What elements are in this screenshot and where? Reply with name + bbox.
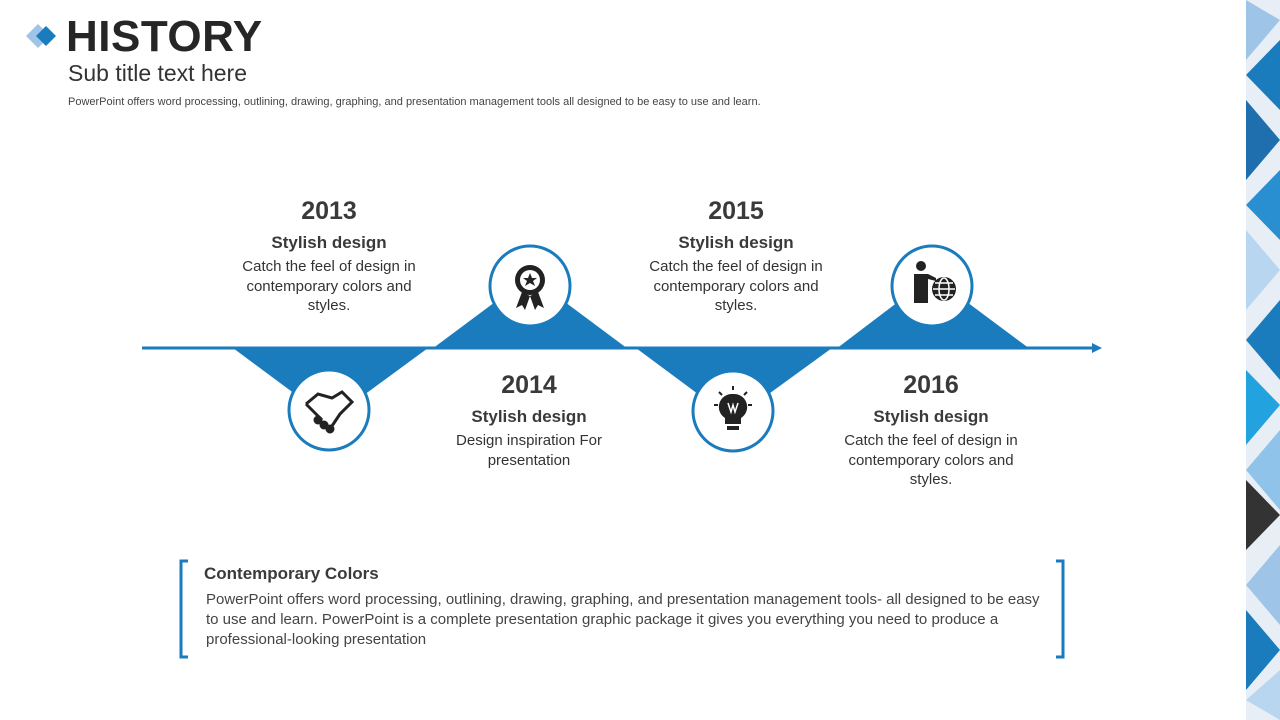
handshake-icon	[304, 390, 355, 434]
timeline-item: 2014 Stylish design Design inspiration F…	[424, 371, 634, 470]
timeline-item: 2013 Stylish design Catch the feel of de…	[224, 197, 434, 316]
year: 2013	[301, 197, 357, 225]
medal-icon	[515, 265, 545, 310]
bulb-icon	[714, 386, 752, 430]
timeline-item: 2016 Stylish design Catch the feel of de…	[826, 371, 1036, 490]
person-globe-icon	[914, 261, 956, 303]
year: 2016	[903, 371, 959, 399]
description: PowerPoint offers word processing, outli…	[68, 96, 761, 108]
item-text: Catch the feel of design in contemporary…	[649, 258, 823, 314]
timeline-item: 2015 Stylish design Catch the feel of de…	[631, 197, 841, 316]
item-text: Catch the feel of design in contemporary…	[242, 258, 416, 314]
item-heading: Stylish design	[678, 233, 794, 252]
year: 2014	[501, 371, 557, 399]
timeline-arrow	[1092, 343, 1102, 353]
note-brackets	[179, 559, 1065, 659]
subtitle: Sub title text here	[68, 60, 247, 86]
year: 2015	[708, 197, 764, 225]
item-text: Design inspiration For presentation	[456, 432, 602, 469]
item-heading: Stylish design	[271, 233, 387, 252]
item-heading: Stylish design	[873, 407, 989, 426]
title: HISTORY	[66, 12, 263, 61]
note-text: PowerPoint offers word processing, outli…	[206, 591, 1040, 648]
item-heading: Stylish design	[471, 407, 587, 426]
title-icon	[36, 26, 56, 46]
item-text: Catch the feel of design in contemporary…	[844, 432, 1018, 488]
note-heading: Contemporary Colors	[204, 564, 379, 583]
side-strip	[1246, 0, 1280, 720]
